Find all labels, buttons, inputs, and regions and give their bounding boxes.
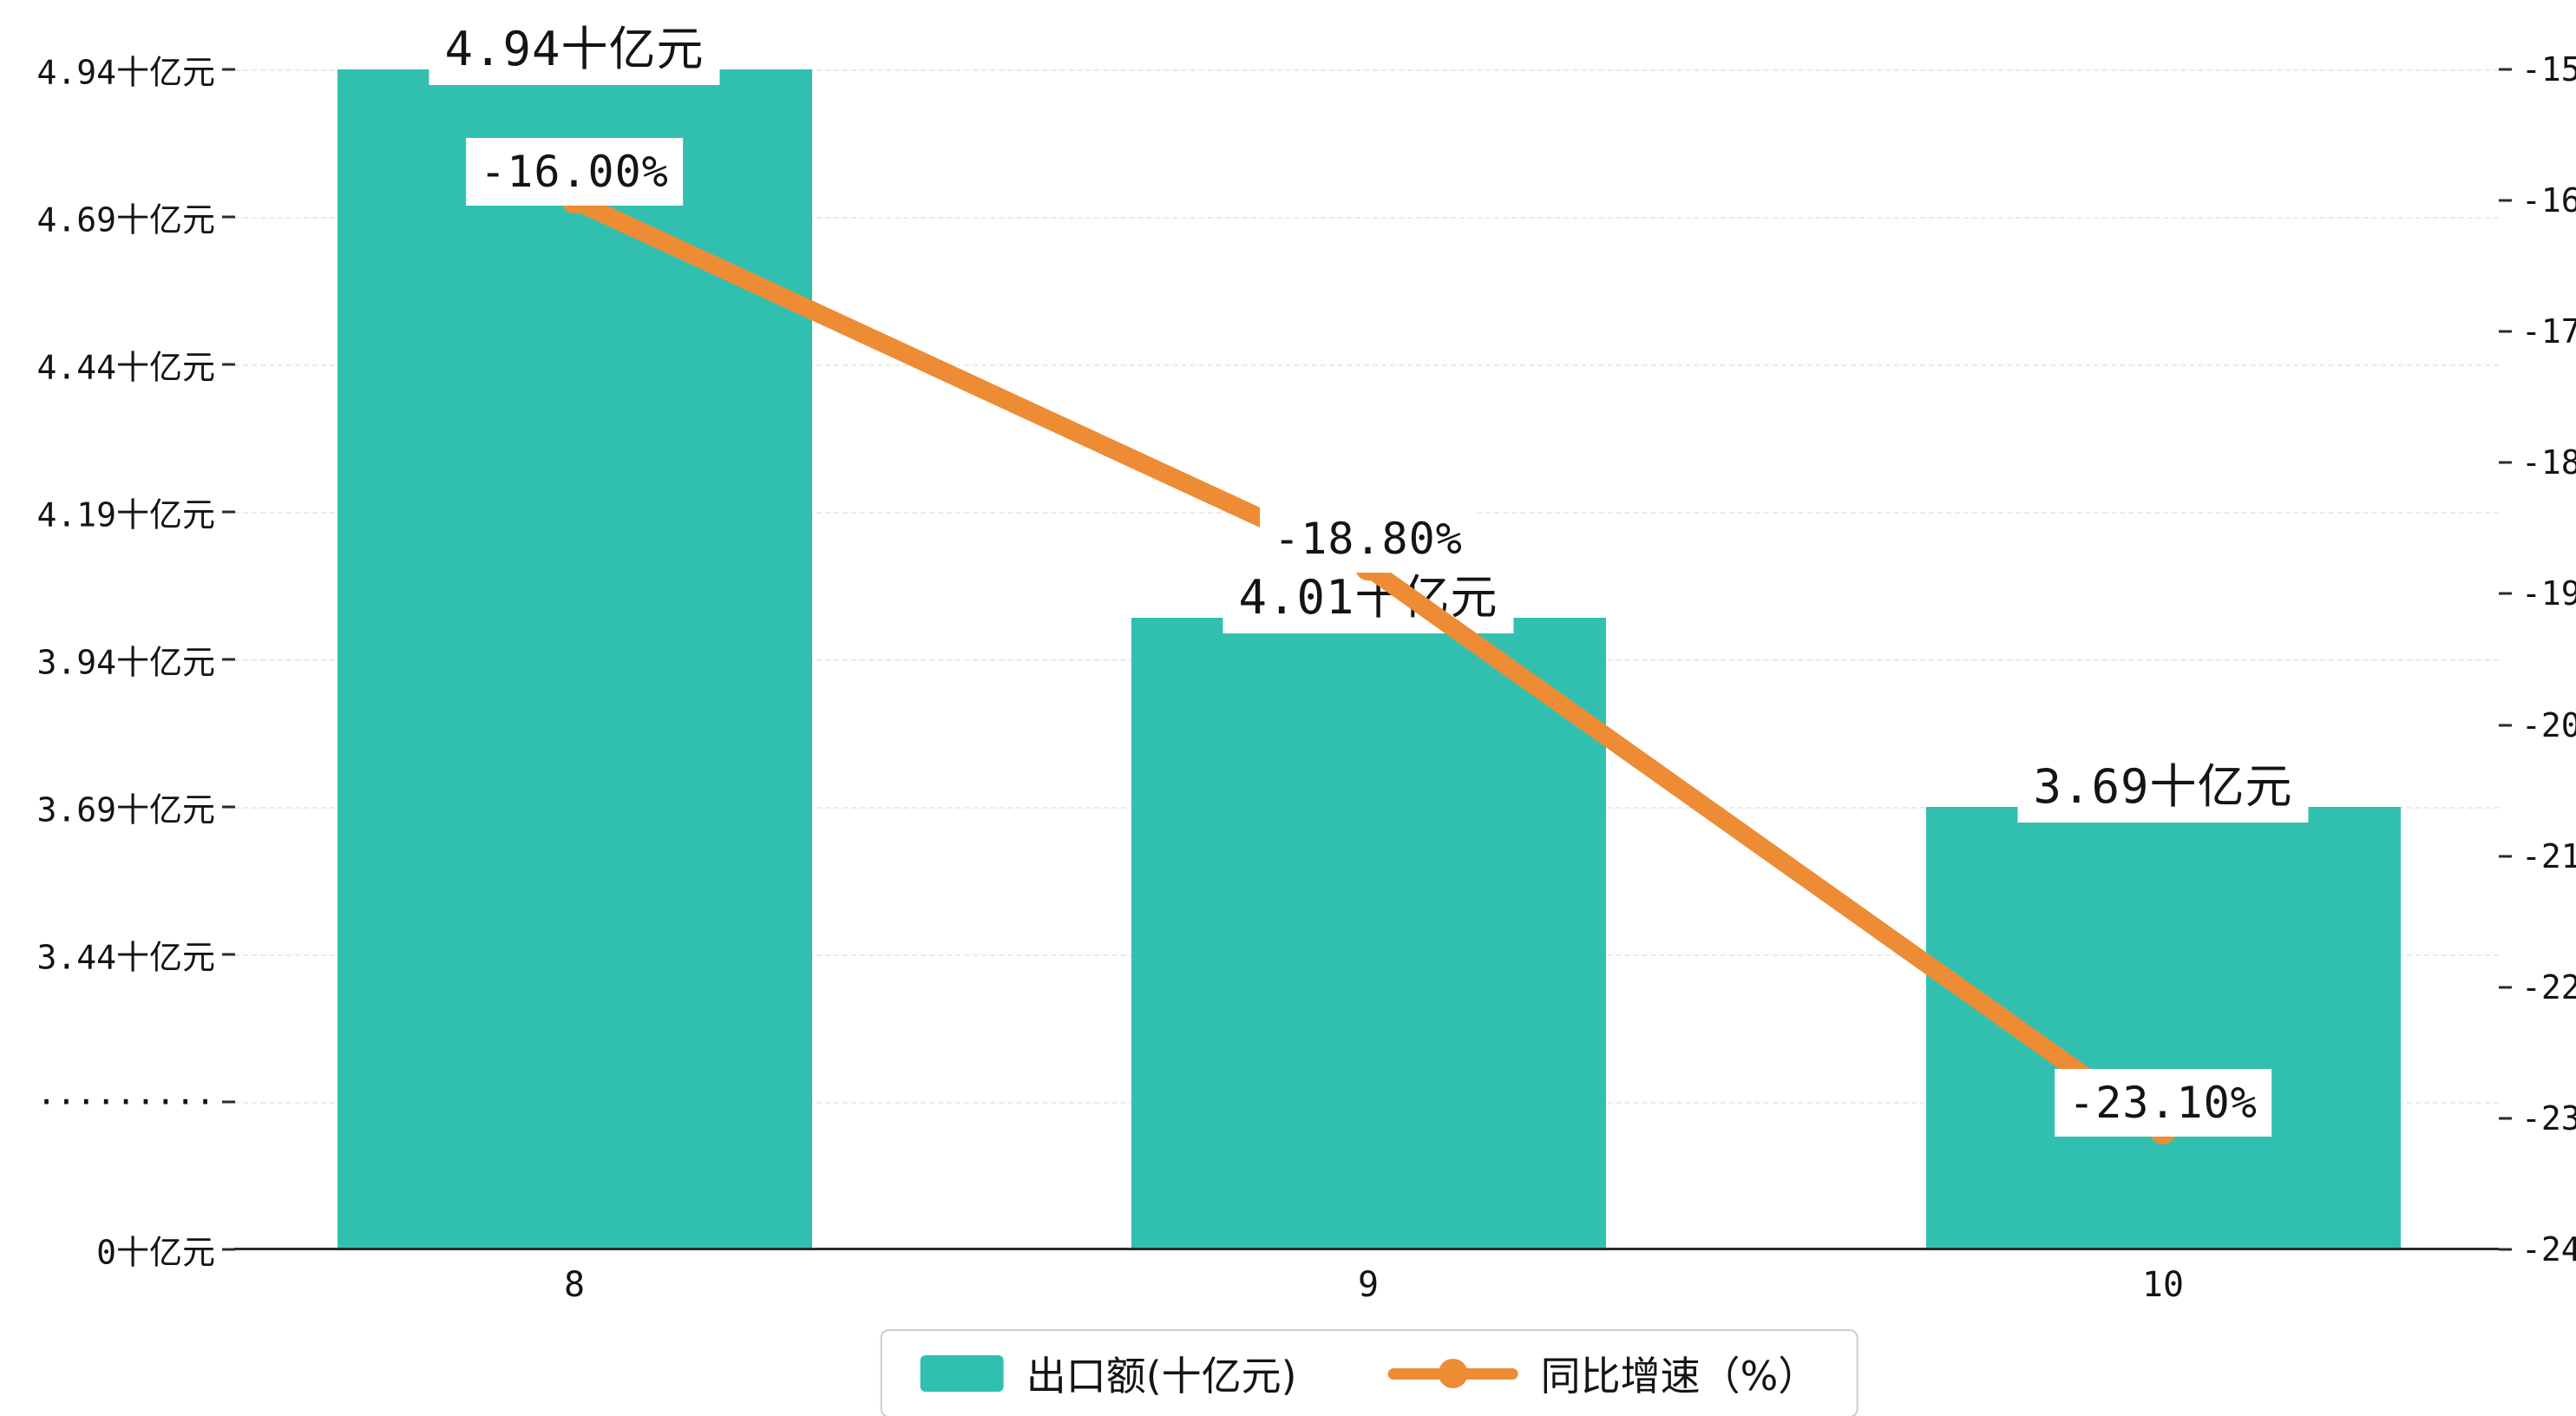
left-axis-tick-mark [222,1248,235,1251]
bar-month-8 [337,69,812,1249]
gridline [234,69,2499,71]
right-axis-tick-label: -24 [2521,1230,2576,1268]
right-axis-tick-mark [2499,724,2512,727]
line-value-label: -23.10% [2055,1069,2271,1137]
right-axis-tick-mark [2499,461,2512,464]
right-axis-tick-label: -21 [2521,836,2576,875]
right-axis-tick-mark [2499,855,2512,858]
bar-value-label: 4.94十亿元 [429,14,720,85]
legend: 出口额(十亿元) 同比增速（%） [880,1329,1858,1416]
right-axis-tick-label: -15 [2521,50,2576,88]
bar-swatch-icon [920,1355,1004,1392]
bar-value-label: 3.69十亿元 [2017,751,2309,823]
right-axis-tick-mark [2499,986,2512,989]
right-axis-tick-mark [2499,199,2512,202]
line-marker-icon [1387,1359,1518,1388]
left-axis-tick-label: 4.69十亿元 [36,200,215,239]
right-axis-tick-mark [2499,330,2512,333]
legend-item-export: 出口额(十亿元) [920,1345,1297,1402]
left-axis-tick-label: 3.94十亿元 [36,643,215,682]
left-axis-tick-label: 4.19十亿元 [36,495,215,534]
left-axis-tick-mark [222,68,235,71]
bar-month-10 [1925,807,2401,1249]
legend-label-export: 出口额(十亿元) [1026,1353,1297,1400]
right-axis-tick-label: -23 [2521,1098,2576,1137]
x-axis-tick-label: 9 [1357,1265,1380,1305]
left-axis-tick-mark [222,215,235,219]
bar-value-label: 4.01十亿元 [1222,562,1514,634]
left-axis-tick-label: 0十亿元 [96,1233,215,1272]
left-axis-tick-mark [222,805,235,809]
legend-item-growth: 同比增速（%） [1387,1345,1819,1402]
bar-month-9 [1131,618,1606,1249]
right-axis-tick-mark [2499,68,2512,71]
right-axis-tick-label: -19 [2521,574,2576,613]
left-axis-tick-mark [222,363,235,366]
left-axis-tick-label: 3.44十亿元 [36,938,215,977]
x-axis-line [234,1248,2499,1250]
right-axis-tick-mark [2499,592,2512,595]
right-axis-tick-mark [2499,1117,2512,1120]
x-axis-tick-label: 8 [563,1265,586,1305]
left-axis-tick-mark [222,658,235,661]
x-axis-tick-label: 10 [2141,1265,2185,1305]
right-axis-tick-label: -20 [2521,705,2576,744]
left-axis-tick-label: 4.94十亿元 [36,53,215,92]
right-axis-tick-label: -18 [2521,443,2576,482]
left-axis-tick-mark [222,510,235,514]
left-axis-tick-mark [222,1100,235,1104]
left-axis-tick-mark [222,953,235,956]
line-value-label: -16.00% [466,138,683,206]
right-axis-tick-label: -17 [2521,312,2576,351]
right-axis-tick-mark [2499,1248,2512,1251]
legend-label-growth: 同比增速（%） [1540,1353,1819,1400]
right-axis-tick-label: -22 [2521,967,2576,1006]
left-axis-tick-label: 3.69十亿元 [36,790,215,829]
right-axis-tick-label: -16 [2521,181,2576,220]
line-dot-icon [1438,1359,1468,1388]
left-axis-tick-label: 4.44十亿元 [36,348,215,387]
line-value-label: -18.80% [1260,505,1477,574]
left-axis-tick-label: ········· [36,1083,215,1121]
